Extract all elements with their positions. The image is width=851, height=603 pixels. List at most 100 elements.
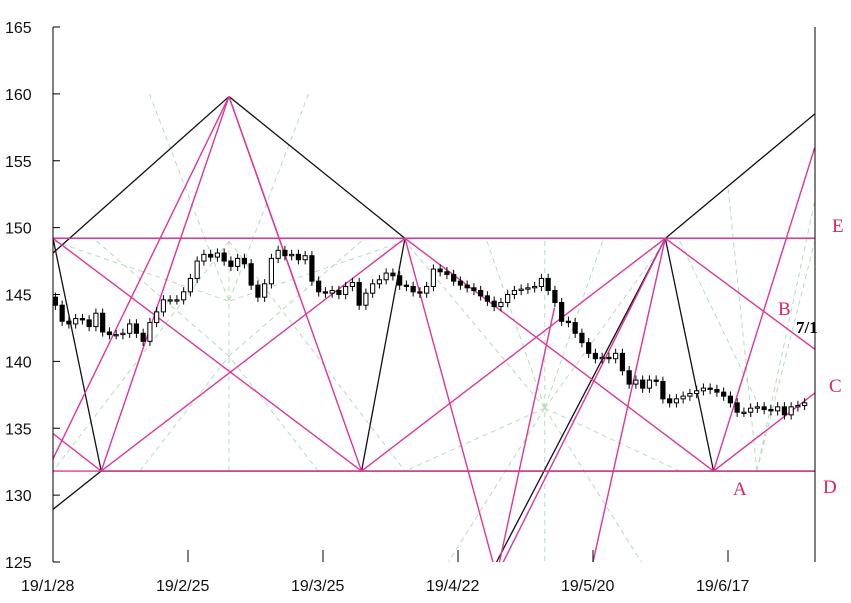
- candle-body: [322, 291, 329, 294]
- candle: [424, 281, 430, 298]
- label-b: B: [778, 299, 791, 320]
- candle-body: [140, 332, 146, 342]
- candles: [52, 245, 808, 420]
- candle: [417, 287, 423, 298]
- overlay-line: [404, 237, 714, 472]
- candle-body: [167, 299, 173, 302]
- y-tick-label: 155: [5, 154, 32, 171]
- candle-body: [775, 406, 781, 412]
- candle: [802, 398, 808, 411]
- candle: [687, 388, 693, 401]
- candle: [73, 313, 79, 329]
- candle: [640, 375, 646, 393]
- x-tick-label: 19/1/28: [21, 578, 74, 595]
- frame-line: [664, 113, 815, 239]
- candle: [626, 366, 632, 389]
- candle: [316, 276, 322, 297]
- candle: [410, 281, 416, 297]
- candle: [147, 317, 153, 346]
- candle: [336, 285, 342, 300]
- candle-body: [289, 253, 295, 257]
- overlay-line: [404, 238, 494, 562]
- candle: [478, 285, 484, 301]
- axes: [52, 27, 816, 562]
- overlay-line: [361, 237, 666, 472]
- candle-body: [613, 352, 619, 360]
- frame-line: [228, 96, 406, 239]
- candle-body: [491, 300, 497, 308]
- candle-body: [235, 257, 241, 267]
- candle: [295, 249, 302, 265]
- guide-line: [727, 187, 758, 472]
- candle-body: [282, 249, 288, 257]
- candle: [795, 400, 801, 412]
- guide-line: [756, 200, 815, 472]
- candle: [160, 295, 167, 317]
- guide-line: [404, 407, 545, 472]
- candle: [282, 245, 288, 261]
- candle-body: [437, 268, 443, 273]
- candle-body: [781, 406, 788, 416]
- geometric-overlay: [53, 96, 815, 562]
- candle-body: [464, 284, 470, 289]
- y-tick-label: 150: [5, 221, 32, 238]
- candle-body: [579, 332, 585, 344]
- candle: [518, 284, 524, 296]
- guide-line: [679, 240, 758, 402]
- candle-body: [376, 279, 383, 285]
- candle-body: [721, 391, 727, 397]
- candle-body: [511, 289, 518, 295]
- candle-body: [113, 334, 119, 337]
- candle-body: [86, 319, 92, 328]
- candle-body: [484, 295, 491, 302]
- guide-line: [544, 240, 604, 409]
- candle: [619, 348, 626, 376]
- overlay-line: [664, 237, 815, 351]
- candle-body: [120, 332, 126, 336]
- candle-body: [302, 255, 308, 261]
- candle: [86, 315, 92, 332]
- candle: [754, 402, 761, 413]
- overlay-line: [228, 96, 300, 295]
- candle: [397, 271, 403, 290]
- candle: [59, 300, 65, 326]
- candle: [525, 283, 531, 294]
- guide-line: [228, 355, 319, 472]
- candle-body: [795, 405, 801, 408]
- frame-line: [53, 238, 102, 472]
- candle: [208, 249, 214, 262]
- candle-body: [160, 299, 167, 313]
- candle: [309, 251, 315, 286]
- candle: [437, 264, 443, 277]
- frame-line: [53, 274, 54, 276]
- candle: [505, 289, 511, 308]
- candle-body: [572, 322, 578, 334]
- candle: [167, 295, 173, 305]
- candle: [363, 288, 369, 310]
- candle: [532, 281, 538, 293]
- candle-body: [106, 331, 113, 336]
- candle: [444, 267, 450, 280]
- candle-body: [748, 407, 754, 413]
- candle-body: [646, 379, 653, 389]
- x-tick-label: 19/2/25: [156, 578, 209, 595]
- candle: [275, 245, 281, 264]
- overlay-line: [53, 432, 102, 472]
- candle: [633, 375, 639, 389]
- candle: [52, 292, 59, 310]
- guide-line: [447, 407, 546, 562]
- candle-body: [552, 289, 558, 304]
- candle-body: [586, 342, 592, 354]
- candle-body: [208, 253, 214, 258]
- label-e: E: [832, 216, 844, 237]
- candle: [100, 308, 106, 337]
- guide-line: [404, 240, 546, 409]
- candle: [349, 277, 356, 292]
- label-a: A: [733, 479, 747, 500]
- candle: [248, 259, 254, 290]
- candle: [727, 391, 734, 408]
- frame-line: [495, 238, 666, 562]
- candle-body: [741, 411, 747, 414]
- candle-body: [444, 271, 450, 275]
- x-tick-label: 19/3/25: [291, 578, 344, 595]
